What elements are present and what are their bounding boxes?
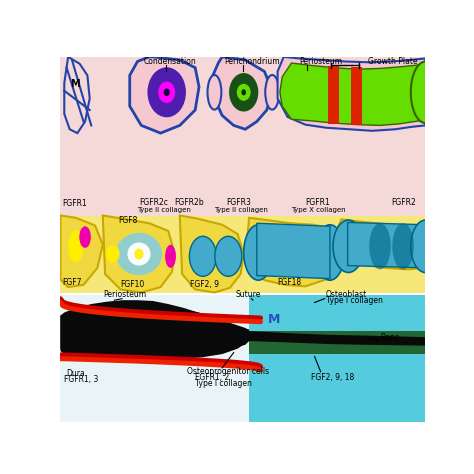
Text: FGFR1, 2: FGFR1, 2 [195,374,229,382]
Polygon shape [213,57,272,129]
Polygon shape [61,306,425,356]
Polygon shape [61,295,425,422]
Polygon shape [61,57,425,216]
Text: Type I collagen: Type I collagen [326,295,383,304]
Text: FGFR2c: FGFR2c [140,198,169,207]
Text: Type X collagen: Type X collagen [292,208,346,213]
Text: FGF2, 9, 18: FGF2, 9, 18 [310,373,354,382]
Polygon shape [257,223,330,279]
Text: FGF8: FGF8 [118,216,137,225]
Polygon shape [336,219,425,269]
Polygon shape [247,218,337,286]
Text: Bone: Bone [380,333,399,342]
Text: Suture: Suture [236,290,261,299]
Ellipse shape [128,242,151,265]
Ellipse shape [165,245,176,268]
Ellipse shape [315,225,345,280]
Ellipse shape [392,223,414,269]
Polygon shape [61,216,425,292]
Text: FGFR1: FGFR1 [62,199,87,208]
Polygon shape [249,331,425,354]
Ellipse shape [116,233,162,275]
Text: FGF7: FGF7 [62,278,82,287]
Polygon shape [278,57,425,131]
Polygon shape [249,295,425,422]
Polygon shape [61,300,249,363]
Text: FGF18: FGF18 [278,278,301,287]
Ellipse shape [106,246,120,263]
Ellipse shape [190,237,216,276]
Polygon shape [103,216,174,292]
Ellipse shape [215,237,242,276]
Polygon shape [328,66,339,124]
Polygon shape [180,216,244,292]
Text: FGFR3: FGFR3 [226,198,251,207]
Text: Osteoblast: Osteoblast [326,290,367,299]
Ellipse shape [265,75,279,109]
Ellipse shape [134,248,144,259]
Polygon shape [61,216,103,287]
Polygon shape [347,222,425,268]
Ellipse shape [79,226,91,248]
Ellipse shape [411,220,440,273]
Text: FGF2, 9: FGF2, 9 [190,280,219,289]
Ellipse shape [333,220,364,273]
Text: FGFR2: FGFR2 [392,198,416,207]
Ellipse shape [164,89,170,96]
Ellipse shape [68,230,83,263]
Ellipse shape [208,75,221,109]
Ellipse shape [158,82,175,103]
Ellipse shape [411,62,440,123]
Text: Dura: Dura [66,369,85,378]
Ellipse shape [229,73,258,111]
Text: FGF10: FGF10 [120,280,145,289]
Text: Type II collagen: Type II collagen [214,208,268,213]
Text: Type II collagen: Type II collagen [137,208,191,213]
Polygon shape [130,57,199,133]
Text: FGFR1, 3: FGFR1, 3 [64,375,98,384]
Text: FGFR1: FGFR1 [305,198,330,207]
Text: Periosteum: Periosteum [103,290,146,299]
Ellipse shape [244,225,273,280]
Text: Growth Plate: Growth Plate [368,57,418,66]
Text: FGFR2b: FGFR2b [174,198,204,207]
Text: M: M [268,313,281,326]
Text: M: M [70,79,79,89]
Polygon shape [64,57,90,133]
Text: Condensation: Condensation [144,57,196,66]
Ellipse shape [147,67,186,118]
Polygon shape [352,67,362,125]
Text: Type I collagen: Type I collagen [195,380,252,388]
Text: Osteoprogenitor cells: Osteoprogenitor cells [188,367,270,376]
Polygon shape [280,63,425,126]
Text: Periosteum: Periosteum [299,57,342,66]
Text: Perichondrium: Perichondrium [225,57,280,66]
Ellipse shape [241,89,246,95]
Ellipse shape [237,84,251,101]
Ellipse shape [369,223,391,269]
